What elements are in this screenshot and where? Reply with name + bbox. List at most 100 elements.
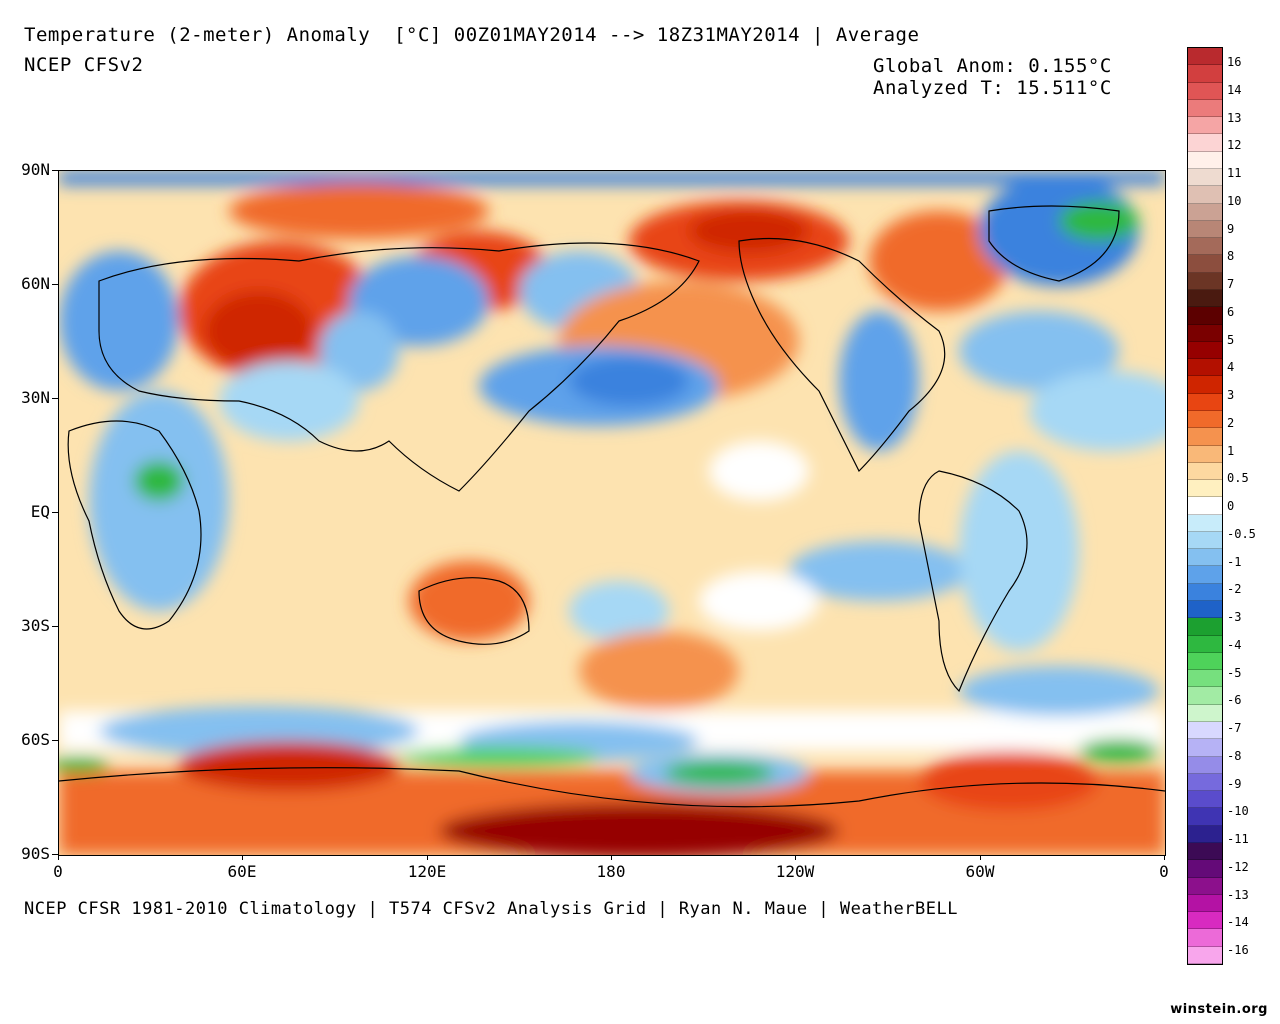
colorbar-swatch (1188, 912, 1222, 930)
colorbar-swatch (1188, 549, 1222, 567)
watermark: winstein.org (1170, 1002, 1268, 1017)
colorbar-swatch (1188, 272, 1222, 290)
lon-tick (242, 855, 243, 860)
colorbar-swatch (1188, 220, 1222, 239)
colorbar-label: -4 (1227, 637, 1242, 652)
colorbar-label: -9 (1227, 776, 1242, 791)
colorbar-swatch (1188, 722, 1222, 740)
colorbar-swatch (1188, 877, 1222, 895)
colorbar-swatch (1188, 341, 1222, 360)
colorbar-swatch (1188, 445, 1222, 463)
colorbar-swatch (1188, 238, 1222, 256)
coastlines (59, 205, 1165, 808)
colorbar-label: -12 (1227, 859, 1249, 874)
colorbar-swatch (1188, 117, 1222, 135)
colorbar-swatch (1188, 410, 1222, 429)
colorbar-label: 12 (1227, 138, 1242, 153)
anomaly-map (58, 170, 1166, 856)
colorbar-swatch (1188, 601, 1222, 619)
colorbar-swatch (1188, 82, 1222, 100)
lat-label-60s: 60S (21, 730, 50, 749)
lat-label-30n: 30N (21, 388, 50, 407)
colorbar-label: 0.5 (1227, 471, 1249, 486)
colorbar-swatch (1188, 324, 1222, 342)
lat-tick (52, 398, 58, 399)
lon-tick (1164, 855, 1165, 860)
colorbar-swatch (1188, 203, 1222, 221)
colorbar-swatch (1188, 462, 1222, 481)
colorbar-label: 0 (1227, 499, 1235, 513)
colorbar-swatch (1188, 670, 1222, 688)
colorbar-swatch (1188, 255, 1222, 273)
lon-tick (980, 855, 981, 860)
colorbar-swatch (1188, 376, 1222, 394)
colorbar-swatch (1188, 65, 1222, 83)
analyzed-temperature-value: Analyzed T: 15.511°C (873, 77, 1112, 99)
global-anomaly-value: Global Anom: 0.155°C (873, 55, 1112, 77)
colorbar-swatch (1188, 704, 1222, 723)
lat-label-30s: 30S (21, 616, 50, 635)
colorbar-label: -14 (1227, 915, 1249, 930)
colorbar-label: 1 (1227, 443, 1235, 458)
colorbar-swatch (1188, 635, 1222, 653)
lon-label-120w: 120W (775, 862, 815, 881)
colorbar-label: -7 (1227, 721, 1242, 735)
colorbar-label: -2 (1227, 582, 1242, 597)
colorbar-label: -0.5 (1227, 526, 1256, 541)
colorbar-label: -16 (1227, 943, 1249, 957)
colorbar-swatch (1188, 773, 1222, 792)
colorbar-label: 4 (1227, 360, 1235, 375)
colorbar-swatch (1188, 168, 1222, 187)
colorbar-swatch (1188, 652, 1222, 671)
colorbar-legend (1187, 47, 1223, 965)
colorbar-label: 2 (1227, 415, 1235, 430)
colorbar-label: -5 (1227, 665, 1242, 680)
colorbar-label: 7 (1227, 277, 1235, 291)
lon-label-60e: 60E (227, 862, 257, 881)
lon-label-180: 180 (596, 862, 626, 881)
colorbar-swatch (1188, 48, 1222, 66)
colorbar-swatch (1188, 929, 1222, 947)
lon-tick (58, 855, 59, 860)
colorbar-swatch (1188, 894, 1222, 913)
colorbar-swatch (1188, 687, 1222, 705)
colorbar-label: -8 (1227, 748, 1242, 763)
colorbar-label: -10 (1227, 804, 1249, 819)
colorbar-swatch (1188, 739, 1222, 757)
colorbar-label: -1 (1227, 554, 1242, 569)
colorbar-swatch (1188, 359, 1222, 377)
colorbar-label: -6 (1227, 693, 1242, 708)
colorbar-label: -13 (1227, 887, 1249, 902)
colorbar-swatch (1188, 289, 1222, 308)
lat-tick (52, 740, 58, 741)
lat-tick (52, 854, 58, 855)
colorbar-label: 3 (1227, 388, 1235, 402)
colorbar-label: 9 (1227, 221, 1235, 236)
footer-credits: NCEP CFSR 1981-2010 Climatology | T574 C… (24, 899, 958, 919)
lat-tick (52, 170, 58, 171)
lon-tick (427, 855, 428, 860)
colorbar-swatch (1188, 583, 1222, 602)
colorbar-swatch (1188, 307, 1222, 325)
colorbar-label: 14 (1227, 82, 1242, 97)
anomaly-map-canvas (59, 171, 1165, 855)
model-name: NCEP CFSv2 (24, 54, 144, 76)
colorbar-swatch (1188, 566, 1222, 584)
colorbar-swatch (1188, 428, 1222, 446)
colorbar-swatch (1188, 514, 1222, 532)
colorbar-swatch (1188, 186, 1222, 204)
lon-tick (611, 855, 612, 860)
lat-label-90n: 90N (21, 160, 50, 179)
colorbar-swatch (1188, 860, 1222, 878)
colorbar-label: 16 (1227, 55, 1242, 69)
colorbar-label: 5 (1227, 332, 1235, 347)
colorbar-label: 10 (1227, 193, 1242, 208)
lon-label-120e: 120E (407, 862, 447, 881)
colorbar-swatch (1188, 531, 1222, 550)
colorbar-swatch (1188, 946, 1222, 964)
colorbar-swatch (1188, 393, 1222, 411)
lat-tick (52, 626, 58, 627)
colorbar-swatch (1188, 825, 1222, 844)
lat-tick (52, 512, 58, 513)
lon-label-60w: 60W (965, 862, 995, 881)
